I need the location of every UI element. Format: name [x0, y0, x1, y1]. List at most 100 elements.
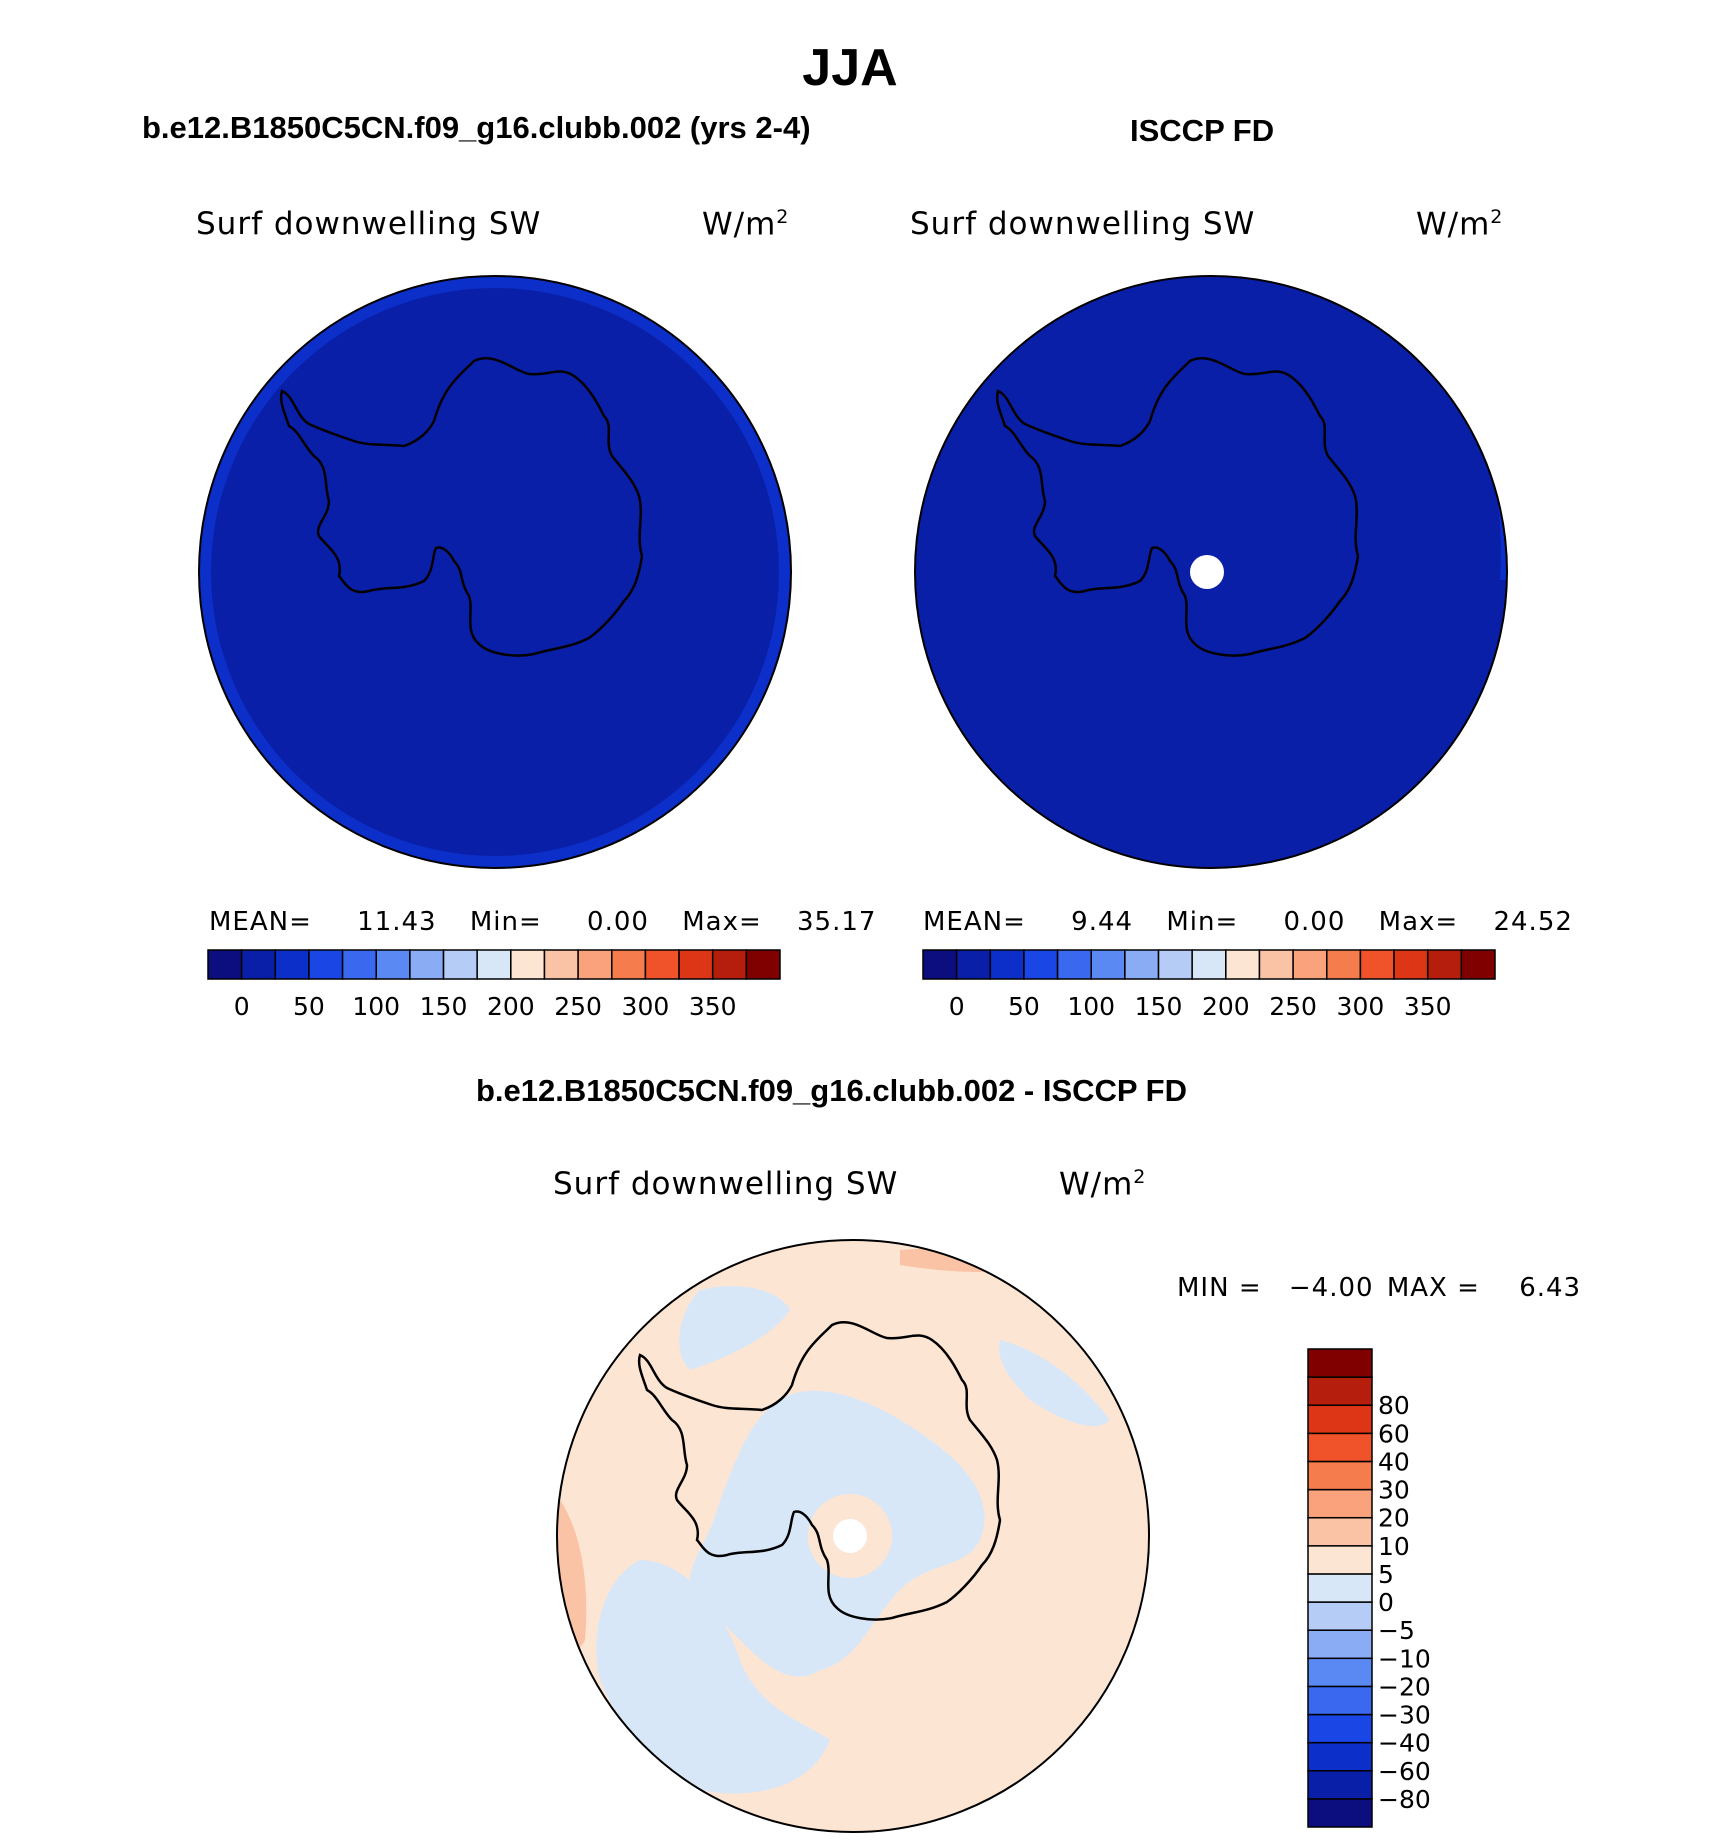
left-panel-title: b.e12.B1850C5CN.f09_g16.clubb.002 (yrs 2…: [142, 110, 811, 145]
colorbar-box: [644, 949, 680, 980]
colorbar-tick-label: 40: [1378, 1447, 1410, 1476]
colorbar-box: [1307, 1516, 1373, 1547]
mean-value: 9.44: [1071, 907, 1134, 937]
colorbar-box: [1157, 949, 1193, 980]
colorbar-box: [1307, 1432, 1373, 1463]
colorbar-box: [1460, 949, 1496, 980]
colorbar-box: [442, 949, 478, 980]
units-exponent: 2: [1490, 206, 1504, 228]
colorbar-box: [1124, 949, 1160, 980]
colorbar-box: [1307, 1685, 1373, 1716]
right-colorbar: 0 50 100 150 200 250 300 350: [922, 949, 1496, 1021]
colorbar-tick-label: −30: [1378, 1701, 1431, 1730]
colorbar-tick-label: −20: [1378, 1672, 1431, 1701]
units-exponent: 2: [1133, 1166, 1147, 1188]
right-map-border: [914, 275, 1508, 869]
colorbar-box: [1326, 949, 1362, 980]
colorbar-box: [1307, 1545, 1373, 1575]
max-value: 6.43: [1519, 1273, 1582, 1303]
units-text: W/m: [702, 206, 777, 243]
colorbar-tick-label: 350: [1404, 992, 1452, 1021]
diff-panel-title: b.e12.B1850C5CN.f09_g16.clubb.002 - ISCC…: [476, 1073, 1187, 1108]
colorbar-box: [678, 949, 714, 980]
colorbar-tick-label: 50: [293, 992, 325, 1021]
colorbar-tick-label: −60: [1378, 1757, 1431, 1786]
colorbar-box: [1292, 949, 1328, 980]
min-value: 0.00: [587, 907, 649, 937]
left-colorbar: 0 50 100 150 200 250 300 350: [207, 949, 781, 1021]
diff-stats: MIN = −4.00 MAX = 6.43: [1177, 1273, 1581, 1303]
colorbar-tick-label: 250: [554, 992, 602, 1021]
colorbar-tick-label: −40: [1378, 1729, 1431, 1758]
colorbar-tick-label: 300: [1337, 992, 1385, 1021]
colorbar-box: [989, 949, 1025, 980]
left-units-label: W/m2: [702, 206, 789, 242]
right-stats: MEAN= 9.44 Min= 0.00 Max= 24.52: [923, 907, 1573, 937]
colorbar-box: [1307, 1713, 1373, 1744]
colorbar-tick-label: 100: [352, 992, 400, 1021]
min-value: 0.00: [1283, 907, 1346, 937]
colorbar-box: [1307, 1770, 1373, 1800]
colorbar-tick-label: 30: [1378, 1476, 1410, 1505]
colorbar-tick-label: −80: [1378, 1785, 1431, 1814]
colorbar-tick-label: 5: [1378, 1560, 1394, 1589]
page-title: JJA: [802, 39, 898, 97]
right-variable-label: Surf downwelling SW: [910, 206, 1256, 242]
colorbar-box: [1307, 1601, 1373, 1631]
left-map-border: [198, 275, 792, 869]
colorbar-box: [745, 949, 781, 980]
right-missing-pole: [1190, 555, 1224, 589]
units-text: W/m: [1416, 206, 1491, 243]
colorbar-box: [1307, 1404, 1373, 1435]
colorbar-box: [240, 949, 277, 980]
colorbar-tick-label: 80: [1378, 1391, 1410, 1420]
min-label: Min=: [469, 907, 542, 937]
right-map-panel: [914, 275, 1508, 869]
colorbar-box: [1307, 1657, 1373, 1688]
colorbar-tick-label: 10: [1378, 1532, 1410, 1561]
colorbar-tick-label: 100: [1067, 992, 1115, 1021]
colorbar-box: [375, 949, 411, 980]
colorbar-box: [1023, 949, 1059, 980]
max-label: MAX =: [1386, 1273, 1480, 1303]
colorbar-box: [1307, 1488, 1373, 1519]
colorbar-tick-label: 350: [689, 992, 737, 1021]
colorbar-box: [1258, 949, 1294, 980]
left-stats: MEAN= 11.43 Min= 0.00 Max= 35.17: [209, 907, 876, 937]
diff-map-border: [556, 1239, 1150, 1833]
diff-variable-label: Surf downwelling SW: [553, 1166, 899, 1202]
mean-label: MEAN=: [923, 907, 1026, 937]
colorbar-box: [1307, 1460, 1373, 1491]
colorbar-box: [1056, 949, 1092, 980]
min-label: MIN =: [1177, 1273, 1262, 1303]
diff-negative-region: [596, 1560, 830, 1794]
colorbar-box: [341, 949, 377, 980]
colorbar-box: [577, 949, 613, 980]
colorbar-box: [476, 949, 512, 980]
colorbar-tick-label: −5: [1378, 1616, 1415, 1645]
colorbar-box: [1393, 949, 1429, 980]
diff-map-panel: [556, 1239, 1150, 1833]
left-variable-label: Surf downwelling SW: [196, 206, 542, 242]
colorbar-tick-label: 150: [420, 992, 468, 1021]
colorbar-tick-label: 0: [1378, 1588, 1394, 1617]
colorbar-tick-label: 0: [949, 992, 965, 1021]
left-map-interior-band: [211, 288, 779, 856]
colorbar-box: [207, 949, 243, 980]
mean-value: 11.43: [357, 907, 437, 937]
max-value: 24.52: [1493, 907, 1573, 937]
colorbar-box: [1307, 1348, 1373, 1378]
colorbar-tick-label: 200: [487, 992, 535, 1021]
colorbar-box: [409, 949, 445, 980]
colorbar-box: [1191, 949, 1227, 980]
colorbar-box: [1225, 949, 1261, 980]
colorbar-box: [1307, 1376, 1373, 1406]
units-exponent: 2: [776, 206, 790, 228]
colorbar-box: [955, 949, 992, 980]
diff-missing-pole: [833, 1519, 867, 1553]
colorbar-box: [1359, 949, 1395, 980]
colorbar-tick-label: 60: [1378, 1419, 1410, 1448]
colorbar-box: [611, 949, 647, 980]
colorbar-box: [1307, 1798, 1373, 1828]
